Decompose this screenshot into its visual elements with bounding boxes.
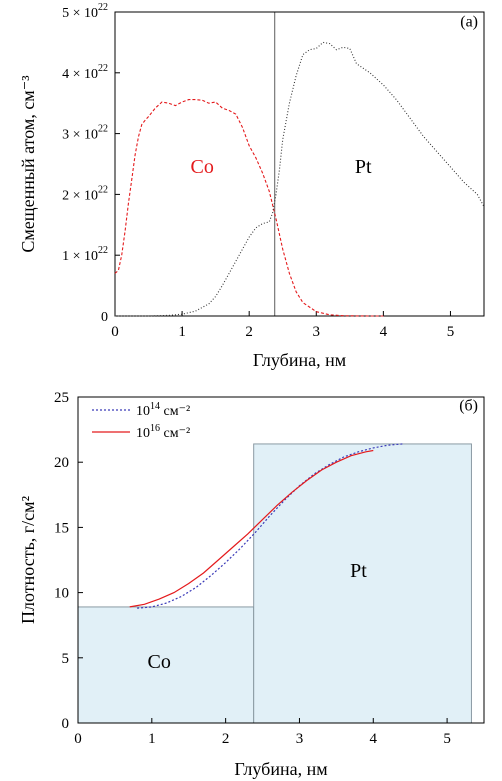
panel-b-legend-label-14: 1014 см⁻² — [136, 401, 190, 419]
panel-a-annotation-co: Co — [191, 156, 214, 178]
panel-b-y-tick-label: 5 — [62, 651, 70, 667]
panel-a-annotation-pt: Pt — [355, 156, 372, 178]
panel-b-annotation-co: Co — [148, 651, 171, 673]
panel-b-label: (б) — [459, 397, 478, 414]
panel-b-y-tick-label: 0 — [62, 716, 70, 732]
panel-b-legend: 1014 см⁻² 1016 см⁻² — [92, 401, 190, 441]
panel-b-series-16 — [129, 449, 374, 608]
panel-b-y-tick-label: 20 — [54, 455, 69, 471]
panel-b-block-pt — [253, 443, 472, 724]
panel-b-y-axis-title: Плотность, г/см² — [18, 496, 38, 624]
panel-a-y-tick-label: 2 × 1022 — [62, 184, 108, 203]
panel-a-x-tick-label: 4 — [380, 324, 388, 340]
panel-a-y-axis-title: Смещенный атом, см⁻³ — [18, 75, 38, 253]
panel-a-x-tick-label: 0 — [111, 324, 119, 340]
panel-a-marks: 0 1 2 3 4 5 0 1 × 1022 2 × 1022 3 × 1022 4 × 1022 5… — [62, 2, 485, 340]
panel-a-y-tick-label: 1 × 1022 — [62, 245, 108, 264]
panel-b-annotation-pt: Pt — [350, 560, 367, 582]
panel-b-marks: 0 1 2 3 4 5 0 5 10 15 20 25 Co Pt — [54, 390, 451, 747]
panel-b-x-tick-label: 0 — [74, 731, 82, 747]
panel-b-y-tick-label: 10 — [54, 586, 69, 602]
panel-a-x-tick-label: 2 — [245, 324, 253, 340]
panel-b-y-tick-label: 25 — [54, 390, 69, 406]
panel-a-series-pt — [115, 41, 485, 317]
panel-b-series-14 — [137, 443, 403, 609]
panel-b-x-tick-label: 1 — [148, 731, 156, 747]
panel-b-y-tick-label: 15 — [54, 520, 69, 536]
panel-a-series-co — [114, 99, 384, 317]
panel-b: (б) Глубина, нм Плотность, г/см² 0 1 2 3 4 50… — [18, 390, 485, 779]
panel-a-y-tick-label: 5 × 1022 — [62, 2, 108, 21]
panel-b-x-tick-label: 5 — [443, 731, 451, 747]
panel-b-legend-label-16: 1016 см⁻² — [136, 423, 190, 441]
panel-a-x-tick-label: 3 — [313, 324, 321, 340]
panel-b-x-tick-label: 4 — [370, 731, 378, 747]
panel-a-x-tick-label: 5 — [447, 324, 455, 340]
panel-b-x-tick-label: 3 — [296, 731, 304, 747]
panel-a-x-tick-label: 1 — [178, 324, 186, 340]
panel-b-x-axis-title: Глубина, нм — [234, 759, 327, 779]
panel-b-block-co — [77, 606, 255, 724]
panel-b-plot-frame — [77, 396, 485, 724]
panel-a-y-tick-label: 4 × 1022 — [62, 63, 108, 82]
panel-a-label: (а) — [460, 13, 478, 30]
panel-b-density-blocks — [77, 443, 472, 724]
panel-a: (а) Глубина, нм Смещенный атом, см⁻³ 0 1 2… — [18, 2, 485, 370]
panel-a-plot-frame — [114, 11, 485, 317]
panel-a-y-tick-label: 0 — [101, 310, 108, 325]
panel-b-x-tick-label: 2 — [222, 731, 230, 747]
panel-a-x-axis-title: Глубина, нм — [253, 350, 346, 370]
panel-a-y-tick-label: 3 × 1022 — [62, 124, 108, 143]
